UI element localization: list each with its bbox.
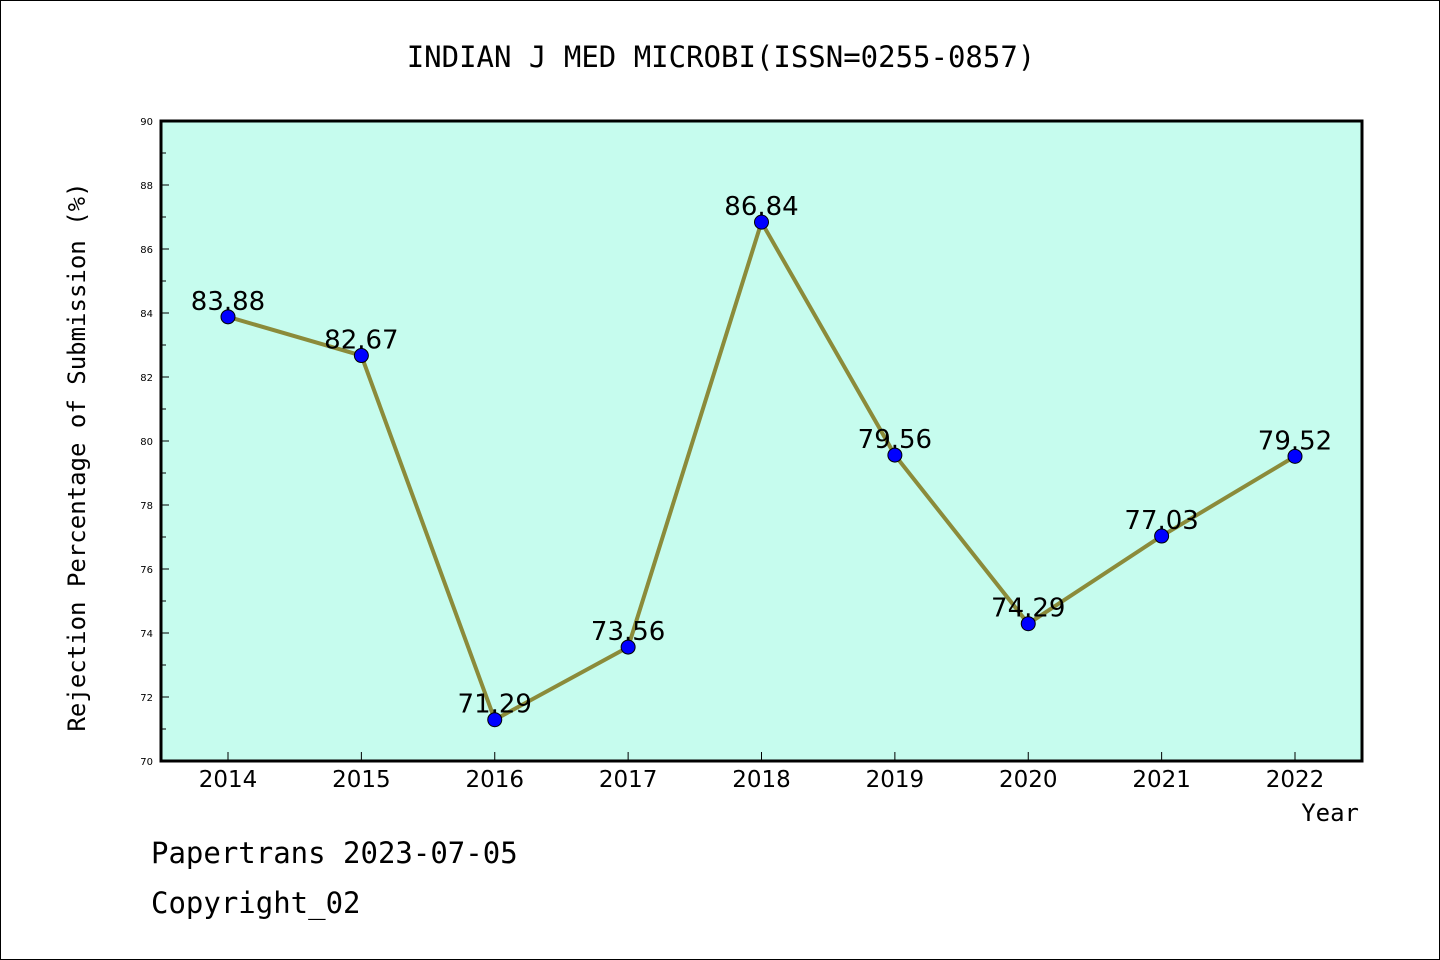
data-label: 74.29 <box>991 594 1065 624</box>
data-label: 83.88 <box>191 287 265 317</box>
data-label: 71.29 <box>458 690 532 720</box>
x-tick-label: 2017 <box>599 767 658 793</box>
footer-copyright: Copyright_02 <box>151 886 361 920</box>
y-tick-label: 86 <box>140 245 153 256</box>
y-axis-label: Rejection Percentage of Submission (%) <box>63 182 91 731</box>
data-labels: 83.88 82.67 71.29 73.56 86.84 79.56 74.29 77.03… <box>191 192 1332 720</box>
x-tick-label: 2021 <box>1132 767 1191 793</box>
y-tick-label: 76 <box>140 565 153 576</box>
data-point <box>1154 528 1170 544</box>
y-tick-label: 90 <box>140 117 153 128</box>
data-point <box>754 214 769 230</box>
chart-title: INDIAN J MED MICROBI(ISSN=0255-0857) <box>407 40 1036 74</box>
footer-date: Papertrans 2023-07-05 <box>151 836 518 870</box>
y-axis: 70 72 74 76 78 80 82 84 86 88 90 <box>140 117 169 768</box>
y-tick-label: 84 <box>140 309 153 320</box>
series <box>220 214 1303 728</box>
data-point <box>620 639 636 655</box>
data-point <box>220 309 236 325</box>
x-tick-label: 2016 <box>465 767 524 793</box>
data-point <box>1020 616 1036 632</box>
x-tick-label: 2020 <box>999 767 1058 793</box>
data-label: 79.56 <box>858 425 932 455</box>
data-label: 79.52 <box>1258 426 1332 456</box>
data-point <box>353 348 369 364</box>
plot-border <box>159 119 1364 763</box>
y-tick-label: 82 <box>140 373 153 384</box>
y-tick-label: 78 <box>140 501 153 512</box>
data-label: 82.67 <box>324 326 398 356</box>
y-tick-label: 80 <box>140 437 153 448</box>
data-point <box>887 447 903 463</box>
data-point <box>1287 448 1303 464</box>
x-tick-label: 2022 <box>1266 767 1325 793</box>
x-tick-label: 2014 <box>199 767 258 793</box>
y-tick-label: 88 <box>140 181 153 192</box>
data-label: 73.56 <box>591 617 665 647</box>
y-tick-label: 70 <box>140 757 153 768</box>
x-tick-label: 2018 <box>732 767 791 793</box>
y-tick-label: 72 <box>140 693 153 704</box>
x-tick-label: 2015 <box>332 767 391 793</box>
y-tick-label: 74 <box>140 629 153 640</box>
x-axis-label: Year <box>1301 799 1359 827</box>
data-label: 77.03 <box>1124 506 1198 536</box>
data-label: 86.84 <box>724 192 798 222</box>
data-point <box>487 712 503 728</box>
x-tick-label: 2019 <box>866 767 925 793</box>
x-axis: 2014 2015 2016 2017 2018 2019 2020 2021 2022 <box>199 752 1325 793</box>
